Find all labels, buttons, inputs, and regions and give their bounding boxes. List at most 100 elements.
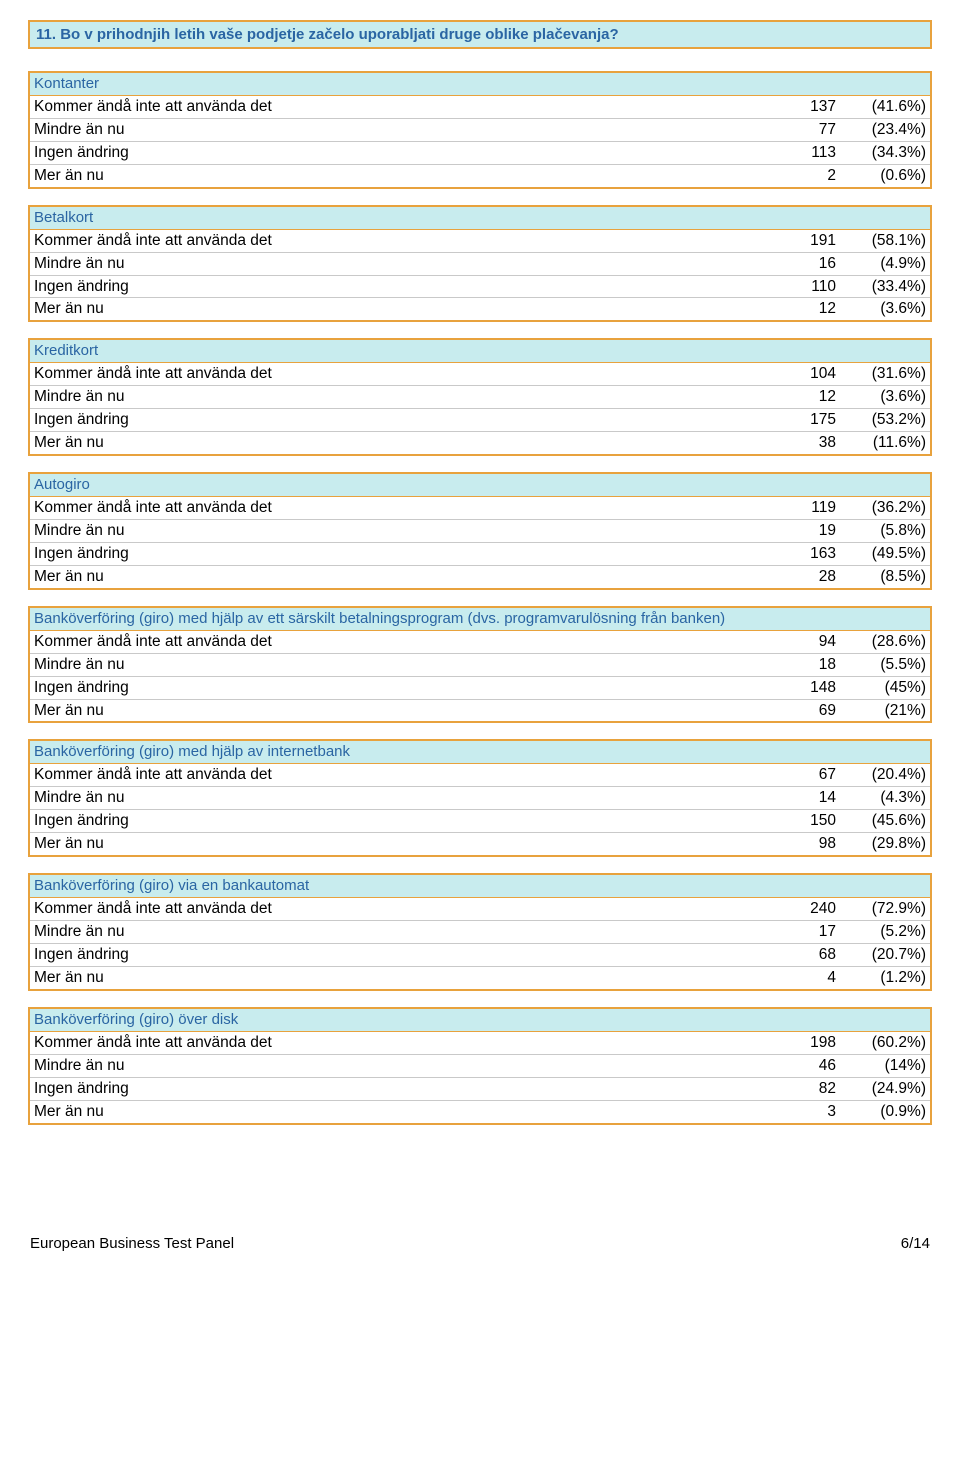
- row-label: Mer än nu: [34, 433, 746, 454]
- row-percent: (21%): [836, 701, 926, 722]
- table-row: Mindre än nu19(5.8%): [30, 520, 930, 543]
- row-count: 110: [746, 277, 836, 298]
- row-percent: (24.9%): [836, 1079, 926, 1100]
- row-label: Ingen ändring: [34, 811, 746, 832]
- table-row: Ingen ändring148(45%): [30, 677, 930, 700]
- row-percent: (3.6%): [836, 299, 926, 320]
- survey-section: KreditkortKommer ändå inte att använda d…: [28, 338, 932, 456]
- row-count: 94: [746, 632, 836, 653]
- row-count: 175: [746, 410, 836, 431]
- row-percent: (28.6%): [836, 632, 926, 653]
- row-label: Mindre än nu: [34, 120, 746, 141]
- table-row: Kommer ändå inte att använda det191(58.1…: [30, 230, 930, 253]
- section-title: Kontanter: [30, 73, 930, 96]
- section-title: Kreditkort: [30, 340, 930, 363]
- row-count: 148: [746, 678, 836, 699]
- table-row: Mer än nu3(0.9%): [30, 1101, 930, 1123]
- table-row: Mindre än nu77(23.4%): [30, 119, 930, 142]
- footer-page-number: 6/14: [901, 1235, 930, 1252]
- row-count: 163: [746, 544, 836, 565]
- table-row: Mer än nu2(0.6%): [30, 165, 930, 187]
- section-title: Betalkort: [30, 207, 930, 230]
- table-row: Mer än nu98(29.8%): [30, 833, 930, 855]
- survey-section: Banköverföring (giro) med hjälp av inter…: [28, 739, 932, 857]
- row-percent: (31.6%): [836, 364, 926, 385]
- row-label: Ingen ändring: [34, 277, 746, 298]
- row-label: Mindre än nu: [34, 254, 746, 275]
- row-label: Ingen ändring: [34, 410, 746, 431]
- row-label: Mer än nu: [34, 834, 746, 855]
- row-count: 4: [746, 968, 836, 989]
- row-count: 119: [746, 498, 836, 519]
- section-title: Banköverföring (giro) via en bankautomat: [30, 875, 930, 898]
- row-label: Ingen ändring: [34, 544, 746, 565]
- row-label: Kommer ändå inte att använda det: [34, 765, 746, 786]
- row-label: Mindre än nu: [34, 521, 746, 542]
- row-label: Ingen ändring: [34, 1079, 746, 1100]
- row-percent: (20.7%): [836, 945, 926, 966]
- table-row: Kommer ändå inte att använda det240(72.9…: [30, 898, 930, 921]
- row-percent: (60.2%): [836, 1033, 926, 1054]
- survey-section: Banköverföring (giro) med hjälp av ett s…: [28, 606, 932, 724]
- row-count: 28: [746, 567, 836, 588]
- row-label: Mindre än nu: [34, 1056, 746, 1077]
- row-label: Mer än nu: [34, 701, 746, 722]
- table-row: Mindre än nu14(4.3%): [30, 787, 930, 810]
- survey-section: Banköverföring (giro) via en bankautomat…: [28, 873, 932, 991]
- row-percent: (4.3%): [836, 788, 926, 809]
- row-percent: (33.4%): [836, 277, 926, 298]
- row-label: Mindre än nu: [34, 387, 746, 408]
- row-count: 191: [746, 231, 836, 252]
- row-percent: (3.6%): [836, 387, 926, 408]
- table-row: Ingen ändring175(53.2%): [30, 409, 930, 432]
- row-label: Kommer ändå inte att använda det: [34, 364, 746, 385]
- row-label: Kommer ändå inte att använda det: [34, 498, 746, 519]
- row-label: Mer än nu: [34, 968, 746, 989]
- survey-section: KontanterKommer ändå inte att använda de…: [28, 71, 932, 189]
- table-row: Mer än nu4(1.2%): [30, 967, 930, 989]
- sections-container: KontanterKommer ändå inte att använda de…: [28, 71, 932, 1125]
- row-count: 12: [746, 299, 836, 320]
- section-title: Banköverföring (giro) med hjälp av ett s…: [30, 608, 930, 631]
- row-percent: (45.6%): [836, 811, 926, 832]
- row-percent: (1.2%): [836, 968, 926, 989]
- page-footer: European Business Test Panel 6/14: [28, 1235, 932, 1252]
- row-percent: (49.5%): [836, 544, 926, 565]
- row-label: Mer än nu: [34, 166, 746, 187]
- table-row: Kommer ändå inte att använda det104(31.6…: [30, 363, 930, 386]
- row-percent: (0.9%): [836, 1102, 926, 1123]
- section-title: Banköverföring (giro) över disk: [30, 1009, 930, 1032]
- section-title: Autogiro: [30, 474, 930, 497]
- row-percent: (34.3%): [836, 143, 926, 164]
- row-count: 82: [746, 1079, 836, 1100]
- table-row: Kommer ändå inte att använda det67(20.4%…: [30, 764, 930, 787]
- row-count: 69: [746, 701, 836, 722]
- row-percent: (23.4%): [836, 120, 926, 141]
- row-percent: (8.5%): [836, 567, 926, 588]
- row-percent: (36.2%): [836, 498, 926, 519]
- survey-section: Banköverföring (giro) över diskKommer än…: [28, 1007, 932, 1125]
- row-count: 68: [746, 945, 836, 966]
- row-percent: (0.6%): [836, 166, 926, 187]
- row-count: 18: [746, 655, 836, 676]
- row-label: Ingen ändring: [34, 945, 746, 966]
- row-count: 77: [746, 120, 836, 141]
- table-row: Ingen ändring113(34.3%): [30, 142, 930, 165]
- row-label: Ingen ändring: [34, 678, 746, 699]
- survey-section: AutogiroKommer ändå inte att använda det…: [28, 472, 932, 590]
- row-percent: (53.2%): [836, 410, 926, 431]
- row-percent: (11.6%): [836, 433, 926, 454]
- row-percent: (45%): [836, 678, 926, 699]
- table-row: Mindre än nu16(4.9%): [30, 253, 930, 276]
- section-title: Banköverföring (giro) med hjälp av inter…: [30, 741, 930, 764]
- row-label: Kommer ändå inte att använda det: [34, 899, 746, 920]
- row-count: 198: [746, 1033, 836, 1054]
- row-label: Kommer ändå inte att använda det: [34, 97, 746, 118]
- row-count: 12: [746, 387, 836, 408]
- row-count: 113: [746, 143, 836, 164]
- table-row: Kommer ändå inte att använda det94(28.6%…: [30, 631, 930, 654]
- table-row: Mer än nu69(21%): [30, 700, 930, 722]
- row-count: 98: [746, 834, 836, 855]
- row-count: 240: [746, 899, 836, 920]
- table-row: Kommer ändå inte att använda det119(36.2…: [30, 497, 930, 520]
